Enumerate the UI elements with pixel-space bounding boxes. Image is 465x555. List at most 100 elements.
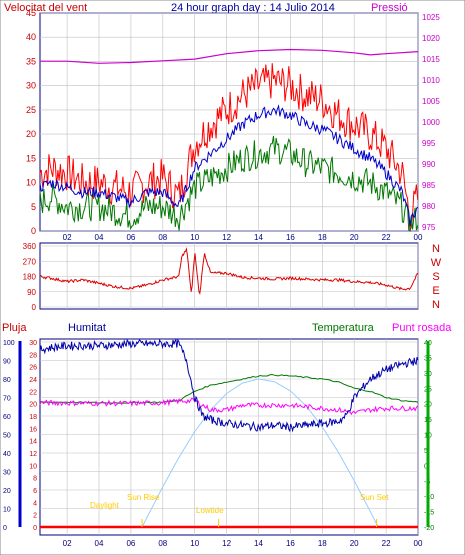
- wind-tick-label: 15: [26, 153, 36, 163]
- wind-tick-label: 0: [31, 226, 36, 236]
- wind-tick-label: 5: [31, 202, 36, 212]
- humidity-tick-label: 90: [3, 359, 11, 366]
- humidity-tick-label: 40: [3, 451, 11, 458]
- humidity-tick-label: 70: [3, 396, 11, 403]
- humidity-panel-ticks: 0102030405060708090100024681012141618202…: [3, 340, 434, 548]
- rain-tick-label: 16: [29, 426, 37, 433]
- hour-tick-label: 20: [350, 233, 359, 242]
- direction-panel-series: [39, 247, 419, 295]
- wind-tick-label: 40: [26, 32, 36, 42]
- hour-tick-label: 06: [126, 233, 135, 242]
- rain-tick-label: 4: [33, 500, 37, 507]
- humidity-tick-label: 100: [3, 340, 15, 347]
- hour-tick-label: 00: [414, 539, 423, 548]
- sun-rise-annotation: Sun Rise: [127, 493, 160, 502]
- direction-panel-grid: [40, 243, 419, 309]
- dewpoint-line: [39, 397, 419, 416]
- rain-tick-label: 0: [33, 525, 37, 532]
- lowtide-annotation: Lowtide: [196, 506, 224, 515]
- direction-tick-label: 0: [32, 303, 37, 312]
- pressure-line: [40, 48, 419, 64]
- wind-avg-line: [39, 104, 419, 227]
- pressure-tick-label: 980: [422, 202, 436, 211]
- pressure-tick-label: 1015: [422, 55, 440, 64]
- hour-tick-label: 08: [158, 233, 167, 242]
- sun-elevation-curve: [141, 378, 379, 528]
- hour-tick-label: 18: [318, 233, 327, 242]
- compass-label-n-bottom: N: [432, 299, 440, 311]
- hour-tick-label: 02: [63, 539, 72, 548]
- humidity-tick-label: 30: [3, 470, 11, 477]
- rain-tick-label: 6: [33, 488, 37, 495]
- pressure-tick-label: 1005: [422, 97, 440, 106]
- pressure-tick-label: 985: [422, 181, 436, 190]
- direction-panel-ticks: 0 90 180 270 360: [23, 242, 37, 312]
- rain-tick-label: 12: [29, 451, 37, 458]
- hour-tick-label: 08: [158, 539, 167, 548]
- hour-tick-label: 22: [382, 539, 391, 548]
- pressure-tick-label: 990: [422, 160, 436, 169]
- rain-tick-label: 10: [29, 463, 37, 470]
- hour-tick-label: 14: [254, 539, 263, 548]
- wind-tick-label: 10: [26, 178, 36, 188]
- pressure-axis-label: Pressió: [371, 2, 408, 14]
- rain-tick-label: 8: [33, 476, 37, 483]
- humidity-tick-label: 0: [3, 525, 7, 532]
- compass-label-n-top: N: [432, 243, 440, 255]
- temperature-tick-label: 0: [424, 463, 428, 470]
- temperature-axis-label: Temperatura: [312, 322, 375, 334]
- humidity-tick-label: 20: [3, 488, 11, 495]
- hour-tick-label: 06: [126, 539, 135, 548]
- humidity-panel-grid: [40, 339, 419, 535]
- pressure-tick-label: 975: [422, 223, 436, 232]
- wind-tick-label: 35: [26, 56, 36, 66]
- rain-tick-label: 18: [29, 414, 37, 421]
- rain-tick-label: 24: [29, 377, 37, 384]
- rain-tick-label: 14: [29, 439, 37, 446]
- chart-title: 24 hour graph day : 14 Julio 2014: [171, 2, 335, 14]
- hour-tick-label: 16: [286, 539, 295, 548]
- humidity-tick-label: 60: [3, 414, 11, 421]
- wind-min-line: [39, 135, 419, 233]
- wind-panel-series: [39, 48, 419, 233]
- rain-tick-label: 2: [33, 513, 37, 520]
- humidity-tick-label: 80: [3, 377, 11, 384]
- hour-tick-label: 12: [222, 233, 231, 242]
- pressure-tick-label: 1000: [422, 118, 440, 127]
- hour-tick-label: 18: [318, 539, 327, 548]
- rain-tick-label: 30: [29, 340, 37, 347]
- humidity-tick-label: 50: [3, 433, 11, 440]
- sun-set-annotation: Sun Set: [360, 493, 389, 502]
- direction-tick-label: 180: [23, 273, 37, 282]
- rain-tick-label: 20: [29, 402, 37, 409]
- hour-tick-label: 02: [63, 233, 72, 242]
- hour-tick-label: 10: [190, 233, 199, 242]
- hour-tick-label: 12: [222, 539, 231, 548]
- temperature-tick-label: -20: [424, 525, 434, 532]
- humidity-line: [39, 338, 419, 433]
- wind-axis-label: Velocitat del vent: [4, 2, 87, 14]
- direction-tick-label: 270: [23, 257, 37, 266]
- wind-panel-ticks: 0510152025303540459759809859909951000100…: [26, 8, 440, 242]
- compass-label-e: E: [432, 285, 439, 297]
- dewpoint-axis-label: Punt rosada: [392, 322, 452, 334]
- wind-tick-label: 20: [26, 129, 36, 139]
- hour-tick-label: 16: [286, 233, 295, 242]
- wind-tick-label: 25: [26, 105, 36, 115]
- hour-tick-label: 22: [382, 233, 391, 242]
- pressure-tick-label: 1020: [422, 34, 440, 43]
- temperature-tick-label: 5: [424, 448, 428, 455]
- pressure-tick-label: 1010: [422, 76, 440, 85]
- daylight-annotation: Daylight: [90, 501, 120, 510]
- hour-tick-label: 10: [190, 539, 199, 548]
- hour-tick-label: 04: [95, 539, 104, 548]
- rain-axis-label: Pluja: [2, 322, 27, 334]
- wind-tick-label: 30: [26, 81, 36, 91]
- humidity-panel-series: [39, 338, 419, 529]
- direction-tick-label: 90: [27, 288, 36, 297]
- rain-tick-label: 26: [29, 365, 37, 372]
- pressure-tick-label: 1025: [422, 13, 440, 22]
- hour-tick-label: 20: [350, 539, 359, 548]
- hour-tick-label: 04: [95, 233, 104, 242]
